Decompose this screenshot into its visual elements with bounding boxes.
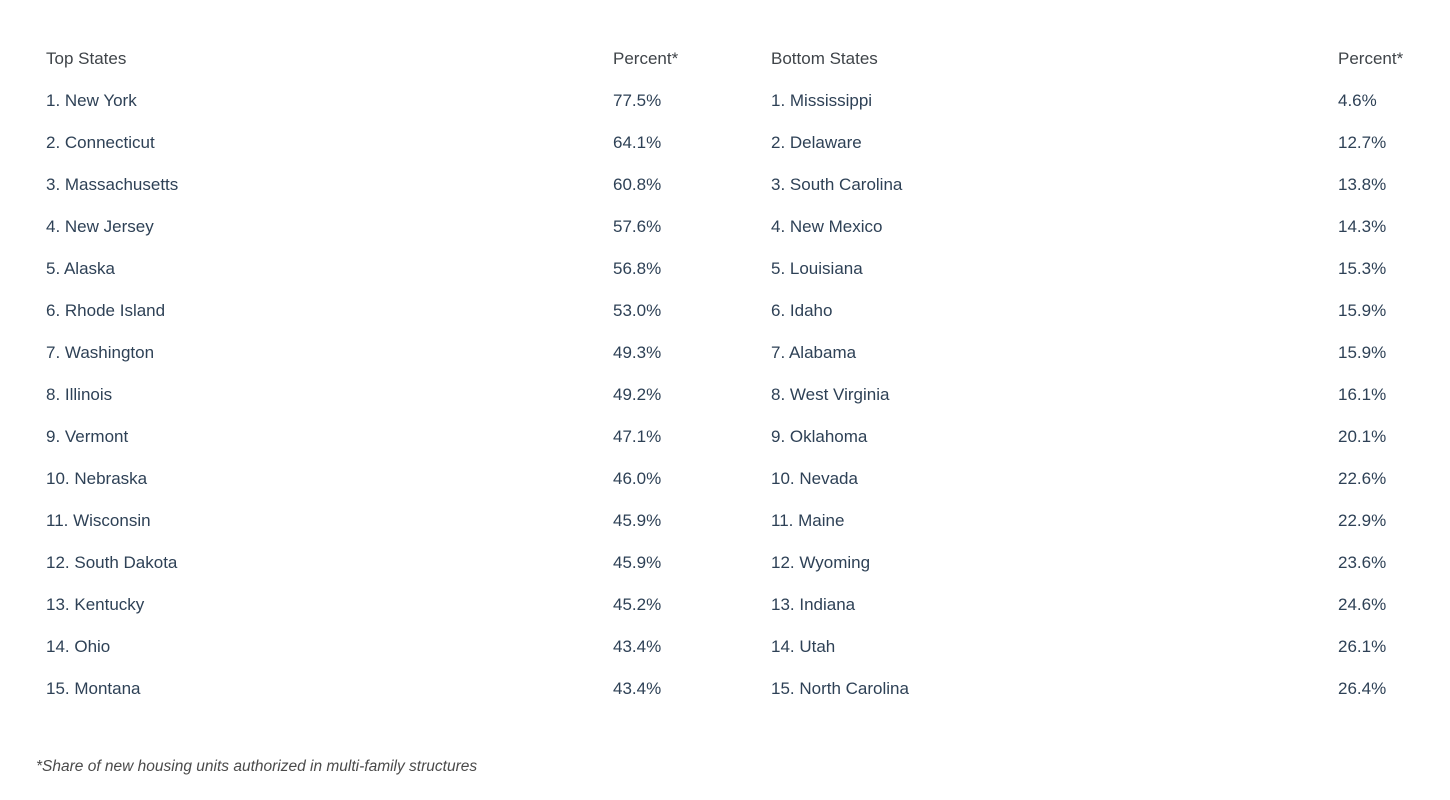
top-percent-cell: 47.1% [613, 427, 662, 446]
column-header-percent-left: Percent* [613, 49, 679, 68]
bottom-percent-cell: 26.4% [1338, 679, 1387, 698]
bottom-percent-cell: 14.3% [1338, 217, 1387, 236]
column-header-percent-right: Percent* [1338, 49, 1404, 68]
top-percent-cell: 49.3% [613, 343, 662, 362]
bottom-state-cell: 5. Louisiana [771, 259, 863, 278]
bottom-state-cell: 1. Mississippi [771, 91, 873, 110]
bottom-state-cell: 15. North Carolina [771, 679, 909, 698]
bottom-percent-cell: 4.6% [1338, 91, 1377, 110]
top-percent-cell: 45.9% [613, 553, 662, 572]
top-percent-cell: 53.0% [613, 301, 662, 320]
top-state-cell: 6. Rhode Island [46, 301, 166, 320]
bottom-percent-cell: 16.1% [1338, 385, 1387, 404]
bottom-state-cell: 4. New Mexico [771, 217, 883, 236]
bottom-state-cell: 9. Oklahoma [771, 427, 868, 446]
bottom-percent-cell: 13.8% [1338, 175, 1387, 194]
top-state-cell: 14. Ohio [46, 637, 111, 656]
top-state-cell: 9. Vermont [46, 427, 129, 446]
bottom-state-cell: 8. West Virginia [771, 385, 890, 404]
bottom-state-cell: 13. Indiana [771, 595, 856, 614]
bottom-percent-cell: 26.1% [1338, 637, 1387, 656]
top-state-cell: 15. Montana [46, 679, 141, 698]
bottom-state-cell: 12. Wyoming [771, 553, 871, 572]
top-state-cell: 12. South Dakota [46, 553, 178, 572]
top-state-cell: 7. Washington [46, 343, 155, 362]
top-percent-cell: 77.5% [613, 91, 662, 110]
bottom-percent-cell: 22.6% [1338, 469, 1387, 488]
bottom-state-cell: 3. South Carolina [771, 175, 903, 194]
bottom-percent-cell: 20.1% [1338, 427, 1387, 446]
bottom-state-cell: 10. Nevada [771, 469, 858, 488]
bottom-percent-cell: 15.9% [1338, 343, 1387, 362]
ranking-table: Top States Percent* Bottom States Percen… [46, 49, 1404, 698]
top-state-cell: 10. Nebraska [46, 469, 148, 488]
top-state-cell: 1. New York [46, 91, 137, 110]
bottom-state-cell: 11. Maine [771, 511, 845, 530]
top-state-cell: 5. Alaska [46, 259, 115, 278]
top-percent-cell: 45.9% [613, 511, 662, 530]
bottom-state-cell: 6. Idaho [771, 301, 833, 320]
top-state-cell: 13. Kentucky [46, 595, 145, 614]
top-percent-cell: 60.8% [613, 175, 662, 194]
footnote: *Share of new housing units authorized i… [36, 758, 478, 775]
bottom-state-cell: 14. Utah [771, 637, 836, 656]
top-percent-cell: 56.8% [613, 259, 662, 278]
top-percent-cell: 57.6% [613, 217, 662, 236]
column-header-top-states: Top States [46, 49, 127, 68]
top-percent-cell: 43.4% [613, 637, 662, 656]
top-state-cell: 2. Connecticut [46, 133, 155, 152]
top-percent-cell: 43.4% [613, 679, 662, 698]
top-percent-cell: 49.2% [613, 385, 662, 404]
top-state-cell: 4. New Jersey [46, 217, 154, 236]
bottom-state-cell: 2. Delaware [771, 133, 862, 152]
bottom-percent-cell: 12.7% [1338, 133, 1387, 152]
top-state-cell: 11. Wisconsin [46, 511, 151, 530]
bottom-percent-cell: 23.6% [1338, 553, 1387, 572]
bottom-percent-cell: 15.9% [1338, 301, 1387, 320]
top-state-cell: 3. Massachusetts [46, 175, 179, 194]
top-state-cell: 8. Illinois [46, 385, 113, 404]
bottom-percent-cell: 22.9% [1338, 511, 1387, 530]
top-percent-cell: 46.0% [613, 469, 662, 488]
column-header-bottom-states: Bottom States [771, 49, 878, 68]
top-percent-cell: 64.1% [613, 133, 662, 152]
top-percent-cell: 45.2% [613, 595, 662, 614]
bottom-percent-cell: 15.3% [1338, 259, 1387, 278]
bottom-state-cell: 7. Alabama [771, 343, 857, 362]
bottom-percent-cell: 24.6% [1338, 595, 1387, 614]
